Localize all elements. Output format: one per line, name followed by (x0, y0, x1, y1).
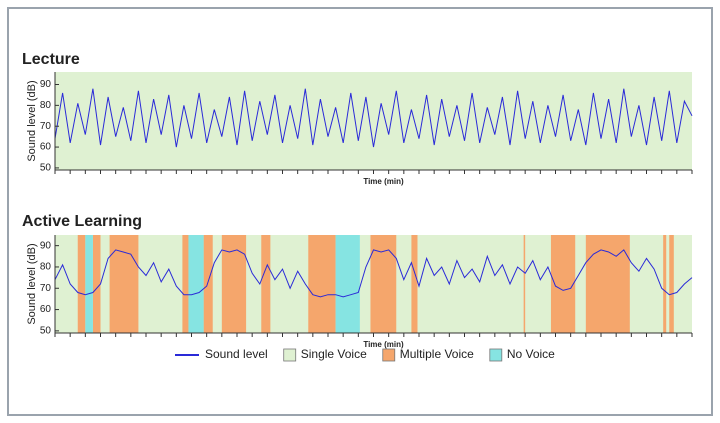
y-tick-label: 90 (40, 79, 52, 90)
region (261, 235, 271, 333)
legend-label: Sound level (205, 347, 268, 361)
legend-label: Single Voice (301, 347, 367, 361)
sound-line (54, 249, 693, 298)
y-tick-label: 80 (40, 262, 52, 273)
legend-label: No Voice (507, 347, 555, 361)
region (109, 235, 139, 333)
region (411, 235, 418, 333)
region (92, 235, 101, 333)
y-tick-label: 80 (40, 100, 52, 111)
x-axis-label: Time (min) (363, 340, 404, 349)
y-axis-label: Sound level (dB) (26, 80, 38, 161)
panel-title: Active Learning (22, 213, 142, 230)
y-tick-label: 70 (40, 283, 52, 294)
region (335, 235, 360, 333)
legend-label: Multiple Voice (400, 347, 474, 361)
y-tick-label: 70 (40, 121, 52, 132)
region (188, 235, 204, 333)
region (85, 235, 93, 333)
plot-background (55, 72, 692, 170)
legend-swatch (283, 348, 297, 362)
y-axis-label: Sound level (dB) (26, 243, 38, 324)
legend-swatch (382, 348, 396, 362)
sound-line (54, 88, 693, 148)
region (182, 235, 189, 333)
region (203, 235, 213, 333)
region (663, 235, 667, 333)
y-tick-label: 60 (40, 304, 52, 315)
y-tick-label: 60 (40, 142, 52, 153)
panel-title: Lecture (22, 51, 80, 68)
y-tick-label: 90 (40, 240, 52, 251)
legend-swatch (489, 348, 503, 362)
region (308, 235, 336, 333)
region (523, 235, 526, 333)
region (669, 235, 674, 333)
y-tick-label: 50 (40, 163, 52, 174)
region (77, 235, 86, 333)
region (585, 235, 630, 333)
region (221, 235, 247, 333)
y-tick-label: 50 (40, 326, 52, 337)
x-axis-label: Time (min) (363, 177, 404, 186)
